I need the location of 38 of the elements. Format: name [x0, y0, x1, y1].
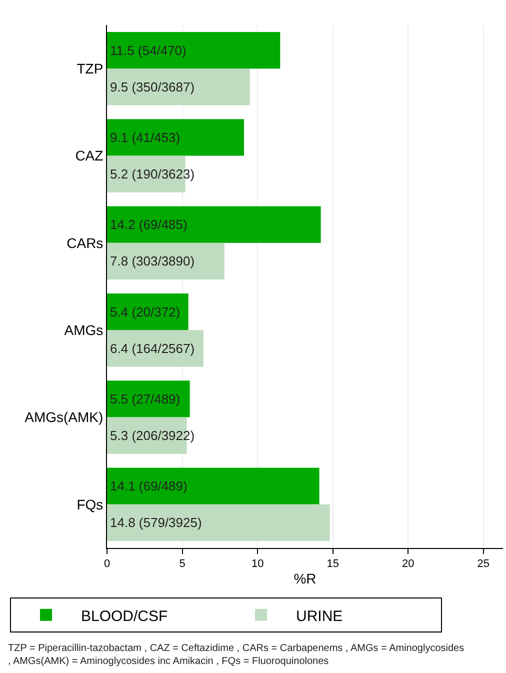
data-label: 14.2 (69/485) [110, 217, 188, 232]
bar [107, 68, 250, 106]
data-label: 14.1 (69/489) [110, 478, 188, 494]
x-tick-label: 15 [326, 558, 339, 570]
bar [107, 504, 330, 542]
data-label: 5.4 (20/372) [110, 304, 180, 320]
y-tick-label: CAZ [75, 148, 104, 164]
y-tick-label: CARs [66, 234, 104, 251]
bar [107, 32, 280, 69]
legend-label: BLOOD/CSF [80, 608, 168, 625]
bar [107, 293, 188, 330]
data-label: 5.3 (206/3922) [110, 428, 195, 444]
data-label: 6.4 (164/2567) [110, 340, 195, 356]
y-tick-label: TZP [76, 60, 104, 76]
x-tick-label: 10 [251, 558, 264, 570]
x-tick-label: 25 [477, 558, 490, 570]
bar [107, 242, 224, 280]
y-tick-label: FQs [76, 496, 104, 512]
data-label: 5.2 (190/3623) [110, 166, 195, 182]
bar [107, 119, 244, 156]
data-label: 14.8 (579/3925) [110, 515, 202, 530]
data-label: 7.8 (303/3890) [110, 254, 195, 269]
x-tick-label: 0 [104, 558, 110, 570]
text: TZP = Piperacillin-tazobactam , CAZ = Ceftazidime , CARs = Carbapenems , AMGs = Aminoglycosides , AMGs(AMK) = Aminoglycosides inc Amikacin , FQs = Fluoroquinolones [8, 643, 464, 667]
data-label: 11.5 (54/470) [110, 42, 186, 58]
y-tick-label: AMGs [64, 322, 104, 338]
data-label: 5.5 (27/489) [110, 391, 180, 406]
bar [107, 468, 320, 504]
data-label: 9.1 (41/453) [110, 130, 180, 145]
x-axis-title: %R [294, 570, 316, 586]
legend-label: URINE [296, 608, 343, 625]
data-label: 9.5 (350/3687) [110, 79, 195, 94]
bar [107, 330, 204, 367]
bar [107, 206, 321, 243]
y-tick-label: AMGs(AMK) [24, 409, 104, 426]
bar [107, 380, 190, 418]
x-tick-label: 20 [402, 558, 414, 570]
x-tick-label: 5 [179, 558, 186, 570]
